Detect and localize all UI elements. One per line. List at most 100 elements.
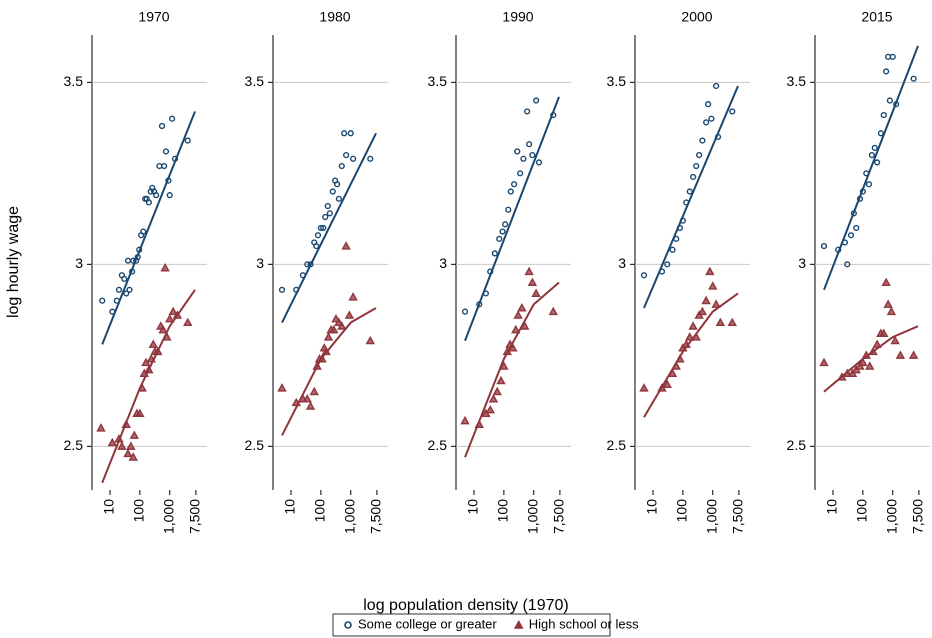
panel-title: 1980 <box>319 9 350 25</box>
point-circle <box>334 181 341 188</box>
y-tick-label: 3 <box>439 255 447 271</box>
point-circle <box>526 141 533 148</box>
point-circle <box>326 210 333 217</box>
point-circle <box>520 155 527 162</box>
point-circle <box>499 228 506 235</box>
point-circle <box>511 181 518 188</box>
point-circle <box>126 286 133 293</box>
point-triangle <box>485 404 495 414</box>
x-tick-label: 100 <box>495 499 511 523</box>
point-circle <box>820 243 828 250</box>
legend-box <box>332 613 611 637</box>
x-tick-label: 1,000 <box>703 499 719 534</box>
y-tick-label: 3 <box>798 255 806 271</box>
point-circle <box>703 119 710 126</box>
point-circle <box>729 108 736 115</box>
point-triangle <box>685 332 695 341</box>
point-triangle <box>865 361 875 370</box>
point-circle <box>505 206 512 213</box>
x-tick-label: 1,000 <box>524 499 540 534</box>
point-circle <box>696 152 703 159</box>
point-circle <box>847 232 855 239</box>
fit-line <box>281 132 377 324</box>
point-circle <box>880 111 887 119</box>
point-triangle <box>183 317 193 327</box>
point-triangle <box>715 317 726 327</box>
point-circle <box>140 228 147 235</box>
point-circle <box>153 192 160 199</box>
point-circle <box>324 202 331 210</box>
x-tick-label: 7,500 <box>551 499 567 534</box>
point-triangle <box>277 383 287 392</box>
x-tick-label: 7,500 <box>187 499 203 534</box>
point-triangle <box>511 324 521 334</box>
x-tick-label: 7,500 <box>368 499 384 534</box>
fit-line <box>464 96 560 342</box>
fit-line <box>281 307 377 436</box>
y-tick-label: 2.5 <box>428 437 448 453</box>
y-tick-label: 3.5 <box>64 73 84 89</box>
point-circle <box>524 108 531 115</box>
point-circle <box>910 75 917 82</box>
point-triangle <box>890 335 900 345</box>
point-triangle <box>881 277 891 287</box>
point-circle <box>184 137 191 144</box>
y-tick-label: 3 <box>75 255 83 271</box>
point-circle <box>496 235 503 242</box>
point-circle <box>693 162 700 170</box>
point-circle <box>517 170 524 177</box>
x-tick-label: 100 <box>674 499 690 523</box>
point-circle <box>713 82 720 90</box>
point-triangle <box>492 386 502 396</box>
point-circle <box>686 188 693 195</box>
point-triangle <box>302 394 312 403</box>
point-triangle <box>705 266 715 276</box>
y-tick-label: 3 <box>256 255 264 271</box>
point-triangle <box>858 357 868 367</box>
point-circle <box>502 221 509 228</box>
panel-title: 2015 <box>861 9 892 25</box>
point-circle <box>669 246 676 253</box>
point-triangle <box>548 306 558 316</box>
y-tick-label: 3.5 <box>787 73 807 89</box>
point-circle <box>278 286 286 293</box>
point-triangle <box>879 328 889 337</box>
point-circle <box>853 224 860 232</box>
point-triangle <box>488 394 499 403</box>
y-tick-label: 3.5 <box>245 73 265 89</box>
point-circle <box>145 199 152 206</box>
point-circle <box>320 224 327 232</box>
point-circle <box>124 257 132 264</box>
point-circle <box>874 159 881 166</box>
x-tick-label: 1,000 <box>883 499 899 534</box>
point-circle <box>115 286 123 293</box>
point-triangle <box>158 324 168 334</box>
point-triangle <box>662 379 672 388</box>
point-circle <box>705 101 712 108</box>
x-tick-label: 7,500 <box>730 499 746 534</box>
point-triangle <box>107 437 118 447</box>
point-triangle <box>305 401 316 410</box>
y-tick-label: 3 <box>618 255 626 271</box>
point-triangle <box>365 335 375 345</box>
legend-marker <box>513 619 524 629</box>
point-circle <box>123 290 130 297</box>
point-circle <box>844 261 851 268</box>
y-tick-label: 3.5 <box>428 73 448 89</box>
point-triangle <box>708 281 718 290</box>
point-triangle <box>701 295 711 305</box>
point-triangle <box>117 441 127 450</box>
x-tick-label: 1,000 <box>341 499 357 534</box>
point-triangle <box>527 277 538 287</box>
point-circle <box>99 297 106 304</box>
point-circle <box>313 243 320 250</box>
point-circle <box>350 155 357 162</box>
fit-line <box>823 45 919 291</box>
point-circle <box>347 130 354 137</box>
point-circle <box>158 122 166 130</box>
point-circle <box>169 115 176 122</box>
point-triangle <box>96 423 106 432</box>
point-triangle <box>344 310 355 319</box>
x-tick-label: 10 <box>101 499 117 515</box>
